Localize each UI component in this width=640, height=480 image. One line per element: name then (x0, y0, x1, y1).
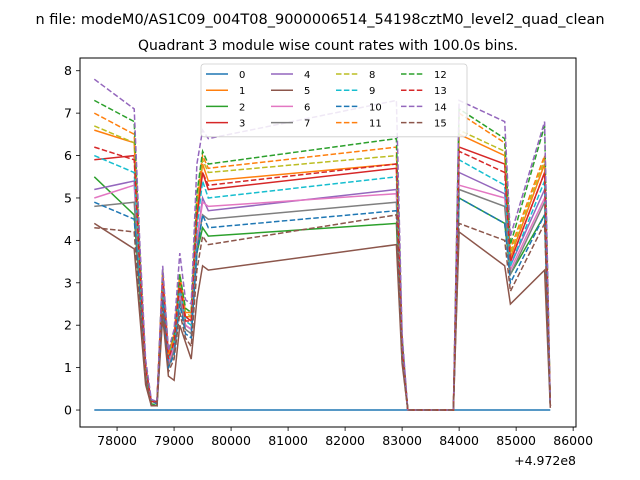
legend-box (200, 63, 468, 138)
x-tick-label: 80000 (211, 433, 251, 448)
x-axis: 78000 79000 80000 81000 82000 83000 84000 85000… (97, 427, 593, 448)
x-tick-label: 86000 (553, 433, 593, 448)
legend-label: 0 (239, 70, 245, 81)
legend-label: 1 (239, 86, 245, 97)
y-tick-label: 5 (64, 190, 72, 205)
legend-label: 10 (369, 102, 382, 113)
y-tick-label: 1 (64, 360, 72, 375)
x-tick-label: 81000 (268, 433, 308, 448)
legend-label: 9 (369, 86, 375, 97)
x-tick-label: 82000 (325, 433, 365, 448)
y-tick-label: 0 (64, 403, 72, 418)
x-tick-label: 84000 (439, 433, 479, 448)
y-tick-label: 3 (64, 275, 72, 290)
x-tick-label: 85000 (496, 433, 536, 448)
plot-area (93, 78, 552, 411)
y-tick-label: 4 (64, 233, 72, 248)
legend-label: 5 (304, 86, 310, 97)
x-tick-label: 79000 (154, 433, 194, 448)
y-tick-label: 6 (64, 148, 72, 163)
y-axis: 0 1 2 3 4 5 6 7 8 (64, 63, 80, 418)
y-tick-label: 7 (64, 106, 72, 121)
legend-label: 15 (434, 119, 447, 130)
plot-frame (79, 57, 577, 428)
x-tick-label: 78000 (97, 433, 137, 448)
legend-label: 7 (304, 119, 310, 130)
y-tick-label: 2 (64, 318, 72, 333)
legend-label: 3 (239, 119, 245, 130)
legend-label: 12 (434, 70, 447, 81)
series-line-11 (93, 111, 552, 411)
series-line-10 (94, 196, 552, 411)
legend-label: 11 (369, 119, 382, 130)
figure-suptitle: n file: modeM0/AS1C09_004T08_9000006514_… (35, 12, 604, 28)
legend-label: 14 (434, 102, 447, 113)
chart-title: Quadrant 3 module wise count rates with … (138, 38, 518, 54)
legend-label: 6 (304, 102, 310, 113)
series-line-13 (94, 146, 552, 411)
legend-label: 4 (304, 70, 310, 81)
x-offset-label: +4.972e8 (514, 453, 576, 468)
y-tick-label: 8 (64, 63, 72, 78)
series-line-15 (94, 214, 552, 411)
legend-label: 2 (239, 102, 245, 113)
legend-label: 13 (434, 86, 447, 97)
legend-label: 8 (369, 70, 375, 81)
x-tick-label: 83000 (382, 433, 422, 448)
